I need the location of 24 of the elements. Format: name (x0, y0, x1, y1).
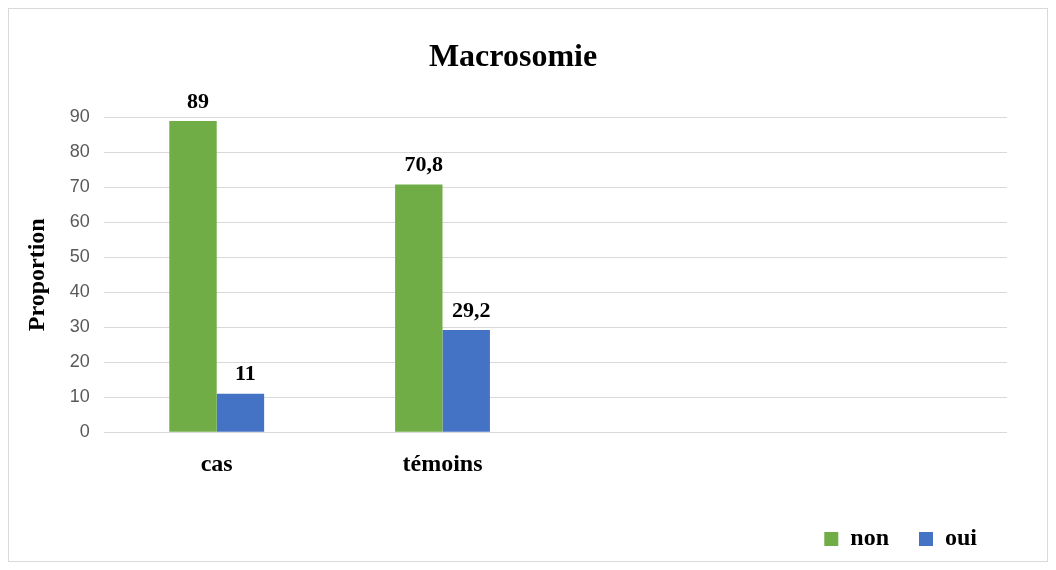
bar (169, 120, 217, 432)
y-tick-label: 10 (69, 386, 90, 407)
data-label: 11 (235, 360, 256, 386)
x-tick-label: cas (200, 449, 233, 476)
y-tick-label: 60 (69, 211, 90, 232)
bar (442, 330, 490, 432)
y-tick-label: 90 (69, 106, 90, 127)
x-tick-label: témoins (402, 449, 483, 476)
data-label: 70,8 (404, 151, 444, 177)
y-tick-label: 80 (69, 141, 90, 162)
y-tick-label: 70 (69, 176, 90, 197)
y-tick-label: 20 (69, 351, 90, 372)
y-axis-title: Proportion (22, 218, 49, 332)
data-label: 89 (187, 87, 210, 113)
data-label: 29,2 (451, 296, 491, 322)
y-tick-label: 0 (79, 421, 90, 442)
legend-label: non (850, 524, 889, 551)
y-tick-label: 50 (69, 246, 90, 267)
legend-label: oui (944, 524, 978, 551)
bar (395, 184, 443, 432)
chart-title: Macrosomie (428, 37, 598, 74)
y-tick-label: 40 (69, 281, 90, 302)
bar (216, 393, 265, 432)
y-tick-label: 30 (69, 316, 90, 337)
